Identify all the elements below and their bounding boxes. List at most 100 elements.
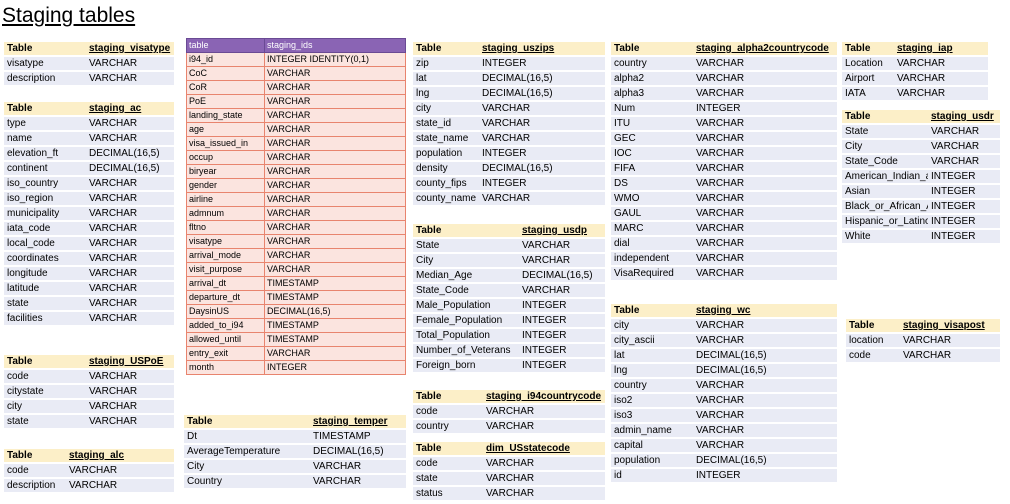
column-type: INTEGER (519, 299, 605, 312)
table-row: status VARCHAR (413, 487, 605, 500)
column-type: VARCHAR (264, 248, 406, 263)
header-label: Table (4, 42, 86, 55)
table-row: population DECIMAL(16,5) (611, 454, 837, 467)
table-row: MARC VARCHAR (611, 222, 837, 235)
column-type: DECIMAL(16,5) (86, 147, 174, 160)
column-type: VARCHAR (264, 122, 406, 137)
column-type: VARCHAR (693, 394, 837, 407)
column-name: location (846, 334, 900, 347)
column-name: State_Code (842, 155, 928, 168)
table-row: county_fips INTEGER (413, 177, 605, 190)
column-type: INTEGER (264, 360, 406, 375)
column-type: VARCHAR (86, 370, 174, 383)
column-name: admnum (186, 206, 265, 221)
header-label: Table (413, 390, 483, 403)
table-row: DS VARCHAR (611, 177, 837, 190)
column-name: arrival_mode (186, 248, 265, 263)
table-row: lat DECIMAL(16,5) (611, 349, 837, 362)
column-type: TIMESTAMP (264, 290, 406, 305)
column-type: VARCHAR (86, 267, 174, 280)
column-type: INTEGER (928, 170, 1000, 183)
table-name: staging_visapost (900, 319, 1000, 332)
column-type: VARCHAR (264, 192, 406, 207)
schema-table: Table staging_visatype visatype VARCHAR desc… (4, 40, 174, 87)
column-name: ITU (611, 117, 693, 130)
column-type: VARCHAR (86, 192, 174, 205)
table-row: visit_purpose VARCHAR (186, 262, 406, 277)
table-row: landing_state VARCHAR (186, 108, 406, 123)
table-header-row: Table staging_wc (611, 304, 837, 317)
column-name: iata_code (4, 222, 86, 235)
column-type: VARCHAR (86, 282, 174, 295)
header-label: Table (4, 355, 86, 368)
column-name: Median_Age (413, 269, 519, 282)
column-type: VARCHAR (519, 284, 605, 297)
column-name: FIFA (611, 162, 693, 175)
table-name: staging_visatype (86, 42, 174, 55)
table-row: state_name VARCHAR (413, 132, 605, 145)
schema-table: Table staging_alpha2countrycode country VAR… (611, 40, 837, 282)
header-label: Table (4, 102, 86, 115)
column-type: VARCHAR (86, 385, 174, 398)
column-name: Dt (184, 430, 310, 443)
column-name: MARC (611, 222, 693, 235)
column-type: VARCHAR (693, 207, 837, 220)
column-type: VARCHAR (310, 460, 406, 473)
table-row: WMO VARCHAR (611, 192, 837, 205)
column-name: added_to_i94 (186, 318, 265, 333)
column-name: name (4, 132, 86, 145)
column-name: dial (611, 237, 693, 250)
column-name: visit_purpose (186, 262, 265, 277)
column-name: month (186, 360, 265, 375)
column-type: VARCHAR (479, 117, 605, 130)
header-label: Table (611, 304, 693, 317)
table-row: coordinates VARCHAR (4, 252, 174, 265)
table-row: DaysinUS DECIMAL(16,5) (186, 304, 406, 319)
column-type: INTEGER (479, 147, 605, 160)
table-row: description VARCHAR (4, 479, 174, 492)
column-name: population (413, 147, 479, 160)
column-type: TIMESTAMP (264, 276, 406, 291)
column-name: iso2 (611, 394, 693, 407)
column-type: VARCHAR (693, 379, 837, 392)
column-name: City (413, 254, 519, 267)
column-type: DECIMAL(16,5) (310, 445, 406, 458)
column-type: VARCHAR (693, 222, 837, 235)
column-type: VARCHAR (693, 177, 837, 190)
column-name: state (4, 415, 86, 428)
column-name: municipality (4, 207, 86, 220)
table-staging-iap: Table staging_iap Location VARCHAR Airport VA… (842, 40, 988, 102)
column-type: VARCHAR (693, 57, 837, 70)
table-row: Hispanic_or_Latino INTEGER (842, 215, 1000, 228)
column-type: VARCHAR (483, 472, 605, 485)
table-header-row: Table staging_usdp (413, 224, 605, 237)
table-name: staging_alc (66, 449, 174, 462)
schema-table: Table dim_USstatecode code VARCHAR state VARC… (413, 440, 605, 502)
column-name: Airport (842, 72, 894, 85)
column-name: arrival_dt (186, 276, 265, 291)
column-name: landing_state (186, 108, 265, 123)
table-row: name VARCHAR (4, 132, 174, 145)
column-name: county_fips (413, 177, 479, 190)
table-row: entry_exit VARCHAR (186, 346, 406, 361)
table-staging-i94countrycode: Table staging_i94countrycode code VARCHAR co… (413, 388, 605, 435)
column-type: VARCHAR (693, 267, 837, 280)
column-name: city_ascii (611, 334, 693, 347)
schema-table: Table staging_alc code VARCHAR description VA… (4, 447, 174, 494)
schema-table: Table staging_wc city VARCHAR city_ascii VARC… (611, 302, 837, 484)
column-name: City (842, 140, 928, 153)
table-row: iata_code VARCHAR (4, 222, 174, 235)
table-row: longitude VARCHAR (4, 267, 174, 280)
table-row: code VARCHAR (846, 349, 1000, 362)
column-name: state_id (413, 117, 479, 130)
table-row: county_name VARCHAR (413, 192, 605, 205)
column-name: State (413, 239, 519, 252)
schema-table: Table staging_temper Dt TIMESTAMP AverageTem… (184, 413, 406, 490)
table-row: city VARCHAR (413, 102, 605, 115)
column-type: VARCHAR (86, 415, 174, 428)
table-row: admnum VARCHAR (186, 206, 406, 221)
schema-table: Table staging_uszips zip INTEGER lat DECIMAL(… (413, 40, 605, 207)
column-type: VARCHAR (86, 237, 174, 250)
table-header-row: Table staging_USPoE (4, 355, 174, 368)
column-name: PoE (186, 94, 265, 109)
